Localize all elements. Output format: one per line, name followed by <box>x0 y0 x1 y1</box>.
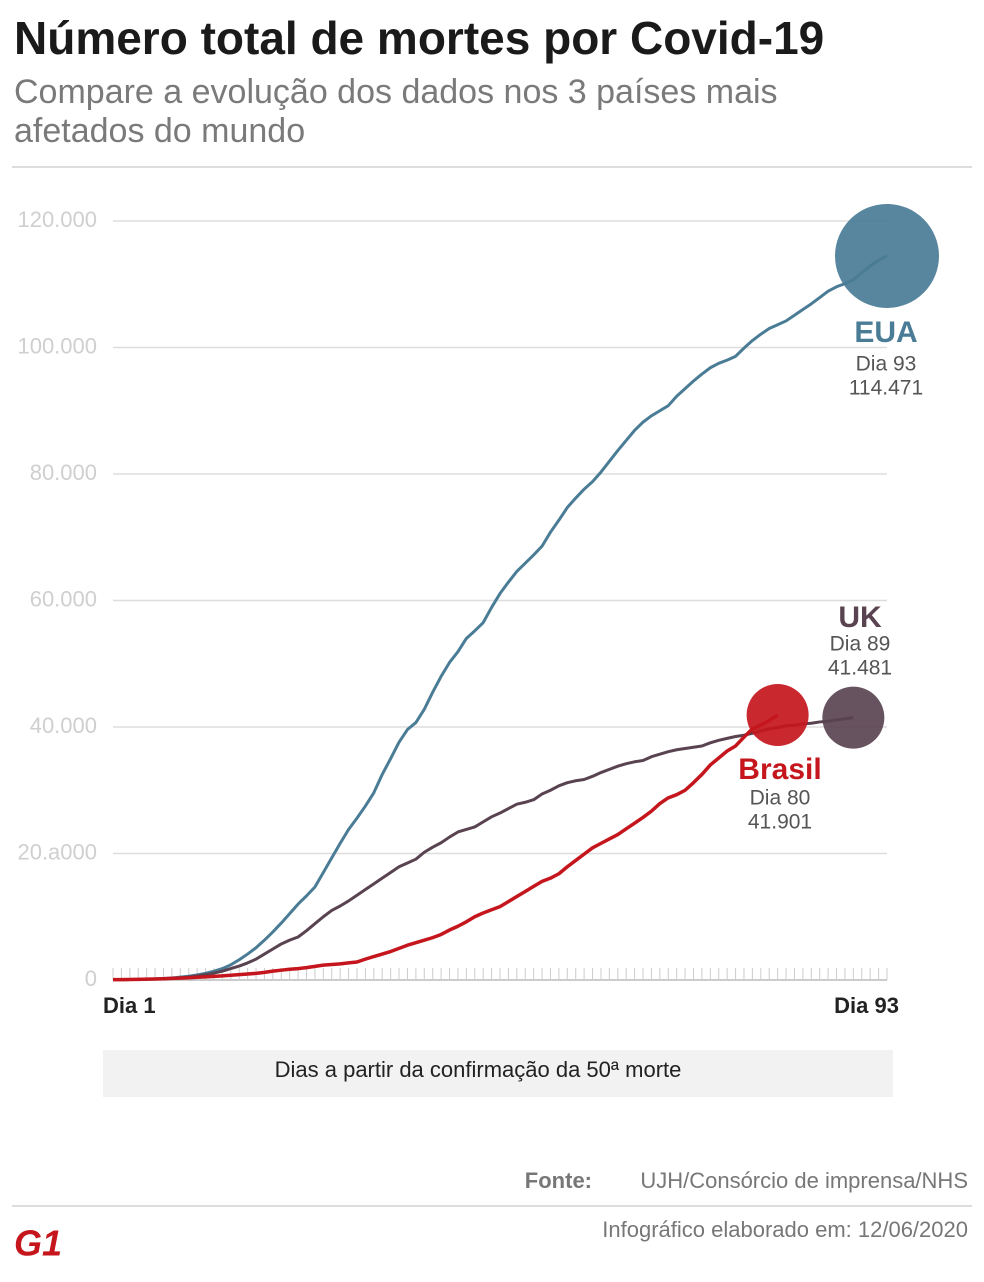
end-day: Dia 93 <box>856 353 917 376</box>
series-name: Brasil <box>738 753 821 786</box>
end-value: 41.901 <box>748 811 812 834</box>
chart-subtitle: afetados do mundo <box>14 112 305 150</box>
y-tick-label: 120.000 <box>17 207 97 232</box>
x-axis-label: Dias a partir da confirmação da 50ª mort… <box>275 1057 682 1082</box>
y-tick-label: 40.000 <box>30 713 97 738</box>
x-tick-label: Dia 1 <box>103 993 156 1018</box>
end-day: Dia 80 <box>750 787 811 810</box>
chart-title: Número total de mortes por Covid-19 <box>14 12 824 64</box>
x-tick-label: Dia 93 <box>834 993 899 1018</box>
footer: Infográfico elaborado em: 12/06/2020 <box>602 1217 968 1242</box>
series-line <box>112 254 888 982</box>
y-tick-label: 80.000 <box>30 460 97 485</box>
series-name: EUA <box>854 316 917 349</box>
end-day: Dia 89 <box>830 633 891 656</box>
end-value: 41.481 <box>828 657 892 680</box>
chart-subtitle: Compare a evolução dos dados nos 3 paíse… <box>14 73 778 111</box>
logo: G1 <box>14 1223 62 1264</box>
xlabel-box <box>103 1050 893 1097</box>
source: UJH/Consórcio de imprensa/NHS <box>640 1168 968 1193</box>
series-name: UK <box>838 601 882 634</box>
source-label: Fonte: <box>525 1168 592 1193</box>
y-tick-label: 100.000 <box>17 333 97 358</box>
y-tick-label: 0 <box>85 966 97 991</box>
series-line <box>112 713 779 982</box>
y-tick-label: 60.000 <box>30 586 97 611</box>
y-tick-label: 20.a000 <box>17 839 97 864</box>
end-value: 114.471 <box>849 377 923 400</box>
series-line <box>112 716 854 982</box>
